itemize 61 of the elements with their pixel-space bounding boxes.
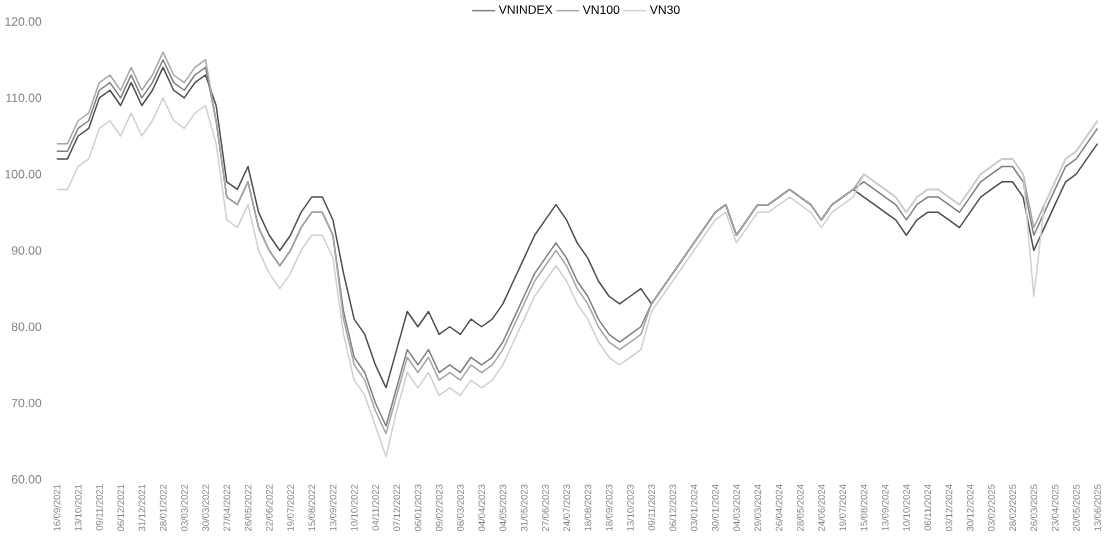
y-tick-label: 120.00 <box>5 17 42 26</box>
x-tick-label: 03/12/2024 <box>945 484 953 532</box>
legend-label: VNINDEX <box>498 5 553 14</box>
x-tick-label: 27/06/2023 <box>541 484 549 531</box>
x-tick-label: 24/06/2024 <box>817 484 825 531</box>
x-tick-label: 04/03/2024 <box>732 484 740 532</box>
y-tick-label: 60.00 <box>11 475 42 484</box>
x-tick-label: 27/04/2022 <box>223 484 231 531</box>
y-tick-label: 90.00 <box>11 246 42 255</box>
x-tick-label: 03/01/2024 <box>690 484 698 532</box>
x-tick-label: 20/05/2025 <box>1072 484 1080 531</box>
x-tick-label: 18/08/2023 <box>584 484 592 531</box>
x-tick-label: 22/06/2022 <box>265 484 273 531</box>
x-tick-label: 28/02/2025 <box>1009 484 1016 531</box>
x-tick-label: 10/10/2024 <box>902 484 910 531</box>
x-tick-label: 28/01/2022 <box>159 484 167 531</box>
x-tick-label: 04/04/2023 <box>478 484 486 532</box>
x-tick-label: 31/05/2023 <box>520 484 528 532</box>
x-tick-label: 06/12/2023 <box>669 484 677 532</box>
x-tick-label: 15/08/2022 <box>308 484 316 531</box>
x-tick-label: 19/07/2022 <box>287 484 294 531</box>
legend-label: VN100 <box>582 5 620 15</box>
x-tick-label: 13/09/2022 <box>329 484 337 531</box>
x-tick-label: 04/05/2023 <box>499 484 507 532</box>
legend-label: VN30 <box>649 5 680 15</box>
x-tick-label: 09/11/2021 <box>95 484 103 531</box>
x-tick-label: 29/03/2024 <box>754 484 762 531</box>
x-tick-label: 23/04/2025 <box>1051 484 1059 531</box>
x-tick-label: 30/03/2022 <box>202 484 209 532</box>
y-tick-label: 70.00 <box>11 398 42 408</box>
x-tick-label: 18/09/2023 <box>605 484 613 531</box>
x-tick-label: 31/12/2021 <box>138 484 146 532</box>
x-tick-label: 03/02/2025 <box>987 484 995 532</box>
x-tick-label: 19/07/2024 <box>839 484 847 531</box>
x-tick-label: 09/11/2023 <box>648 484 655 531</box>
x-tick-label: 09/02/2023 <box>435 484 443 532</box>
x-tick-label: 24/07/2023 <box>563 484 571 531</box>
x-tick-label: 26/03/2025 <box>1030 484 1038 531</box>
y-tick-label: 100.00 <box>5 169 42 179</box>
x-tick-label: 15/08/2024 <box>860 484 868 531</box>
x-tick-label: 13/06/2025 <box>1094 484 1101 531</box>
x-tick-label: 26/05/2022 <box>244 484 252 531</box>
x-tick-label: 16/09/2021 <box>53 484 61 531</box>
x-tick-label: 06/11/2024 <box>924 484 932 531</box>
y-tick-label: 110.00 <box>6 93 42 103</box>
x-tick-label: 10/10/2022 <box>350 484 358 531</box>
x-tick-label: 08/03/2023 <box>456 484 464 532</box>
x-tick-label: 03/03/2022 <box>180 484 188 532</box>
x-tick-label: 13/10/2023 <box>626 484 634 531</box>
x-tick-label: 06/12/2021 <box>117 484 125 532</box>
y-tick-label: 80.00 <box>11 322 42 332</box>
x-tick-label: 13/09/2024 <box>881 484 889 531</box>
x-tick-label: 28/05/2024 <box>796 484 804 531</box>
x-tick-label: 30/12/2024 <box>966 484 974 532</box>
x-tick-label: 07/12/2022 <box>393 484 401 532</box>
x-tick-label: 30/01/2024 <box>711 484 719 532</box>
x-tick-label: 04/11/2022 <box>371 484 379 531</box>
line-series <box>56 97 1099 458</box>
x-tick-label: 13/10/2021 <box>74 484 82 531</box>
x-tick-label: 26/04/2024 <box>775 484 783 531</box>
x-tick-label: 06/01/2023 <box>414 484 422 532</box>
